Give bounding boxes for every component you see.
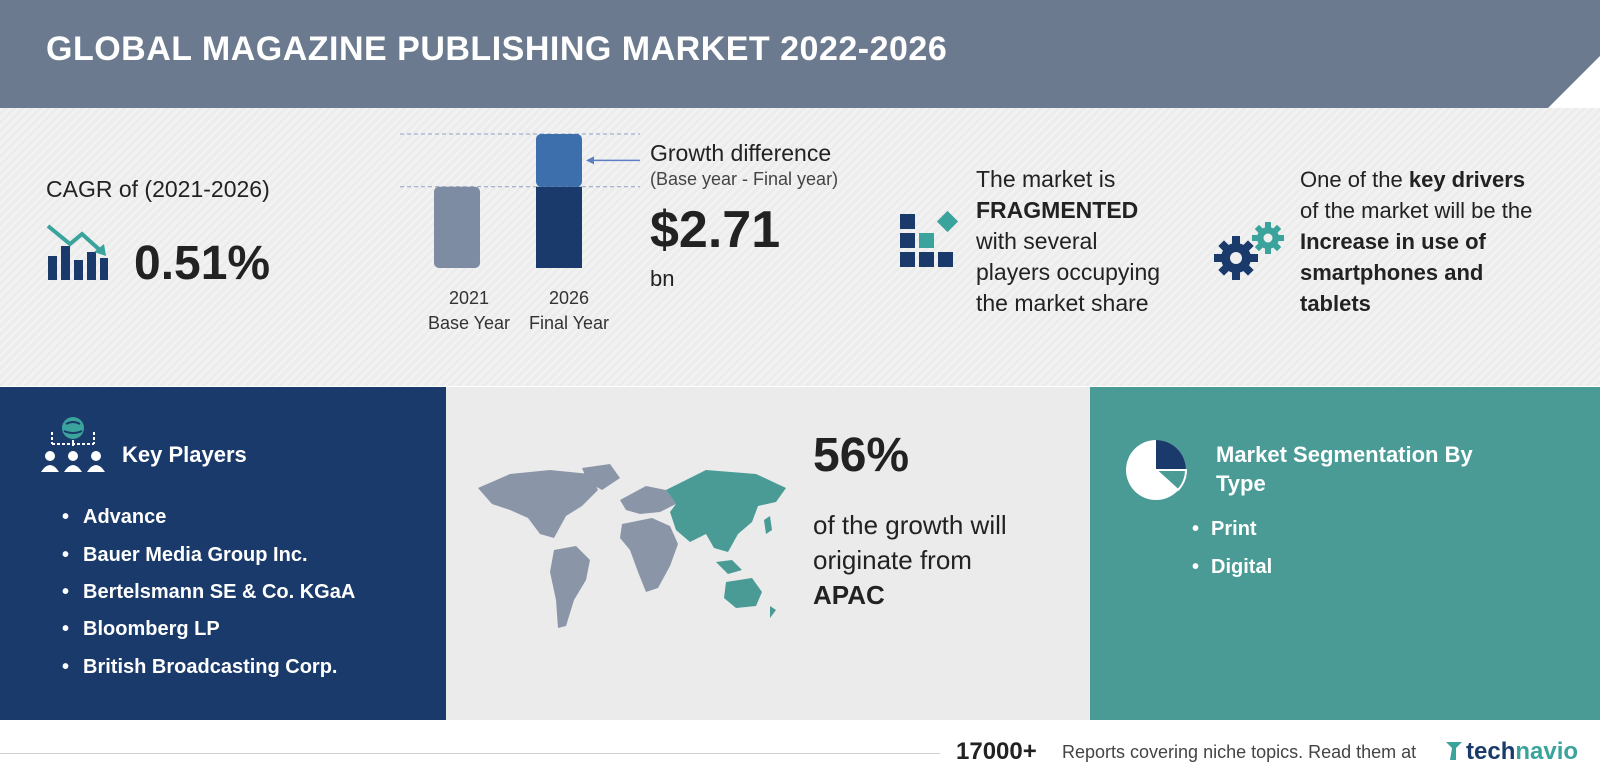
header-banner [0,0,1600,108]
drivers-highlight: key drivers [1408,167,1526,192]
segmentation-panel [1090,387,1600,720]
pie-chart-icon [1126,440,1188,500]
drivers-line: One of the [1300,167,1409,192]
player-item: Bloomberg LP [62,618,220,641]
region-line: of the growth will [813,510,1007,540]
footer-divider [0,753,940,754]
bar-2021 [434,186,480,268]
fragmented-text: The market is FRAGMENTED with several pl… [976,164,1160,319]
fragmented-highlight: FRAGMENTED [976,197,1139,223]
fragmented-line: The market is [976,166,1116,192]
technavio-brand[interactable]: technavio [1444,738,1578,766]
bar-2026-increment [536,134,582,187]
player-item: Bauer Media Group Inc. [62,544,307,567]
growth-bar-chart [400,133,640,268]
gears-icon [1214,222,1284,280]
growth-unit: bn [650,266,675,291]
bar-label-2026: 2026 Final Year [514,286,624,336]
driver-name: Increase in use of [1300,229,1486,254]
bar-2026-base [536,186,582,268]
stats-band [0,108,1600,386]
player-item: British Broadcasting Corp. [62,656,337,679]
segment-item: Print [1192,518,1257,541]
driver-name: tablets [1300,291,1371,316]
bar-label-year: 2021 [448,288,490,308]
growth-label: Growth difference [650,140,832,166]
fragmented-line: players occupying [976,259,1161,285]
cagr-value: 0.51% [134,237,271,290]
region-panel [446,387,1090,720]
growth-arrow-head [586,156,594,165]
growth-value: $2.71 [650,201,781,259]
fragmented-blocks-icon [900,210,959,267]
growth-sublabel: (Base year - Final year) [650,169,839,189]
bar-label-name: Base Year [427,313,511,333]
player-item: Bertelsmann SE & Co. KGaA [62,581,355,604]
driver-name: smartphones and [1300,260,1484,285]
brand-part-navio: navio [1515,738,1579,765]
segment-item: Digital [1192,556,1272,579]
bar-label-year: 2026 [548,288,590,308]
fragmented-line: with several [976,228,1098,254]
cagr-label: CAGR of (2021-2026) [46,176,270,202]
segmentation-title-line: Market Segmentation By [1216,442,1473,467]
bar-label-2021: 2021 Base Year [414,286,524,336]
region-text: of the growth will originate from APAC [813,508,1007,613]
region-percent: 56% [813,429,910,482]
segmentation-title: Market Segmentation By Type [1216,440,1473,498]
page-title: GLOBAL MAGAZINE PUBLISHING MARKET 2022-2… [46,30,948,68]
key-players-title: Key Players [122,442,247,467]
player-item: Advance [62,506,166,529]
chart-trend-icon [46,224,108,280]
technavio-logo-icon [1446,742,1462,760]
segmentation-title-line: Type [1216,471,1266,496]
fragmented-line: the market share [976,290,1149,316]
key-players-network-icon [41,417,105,472]
drivers-line: of the market will be the [1300,198,1533,223]
drivers-text: One of the key drivers of the market wil… [1300,164,1532,319]
region-name: APAC [813,580,885,610]
brand-part-tech: tech [1466,738,1516,765]
world-map-icon [478,464,786,628]
bar-label-name: Final Year [528,313,610,333]
region-line: originate from [813,545,972,575]
footer-text: Reports covering niche topics. Read them… [1062,742,1417,762]
footer-count: 17000+ [956,738,1037,765]
